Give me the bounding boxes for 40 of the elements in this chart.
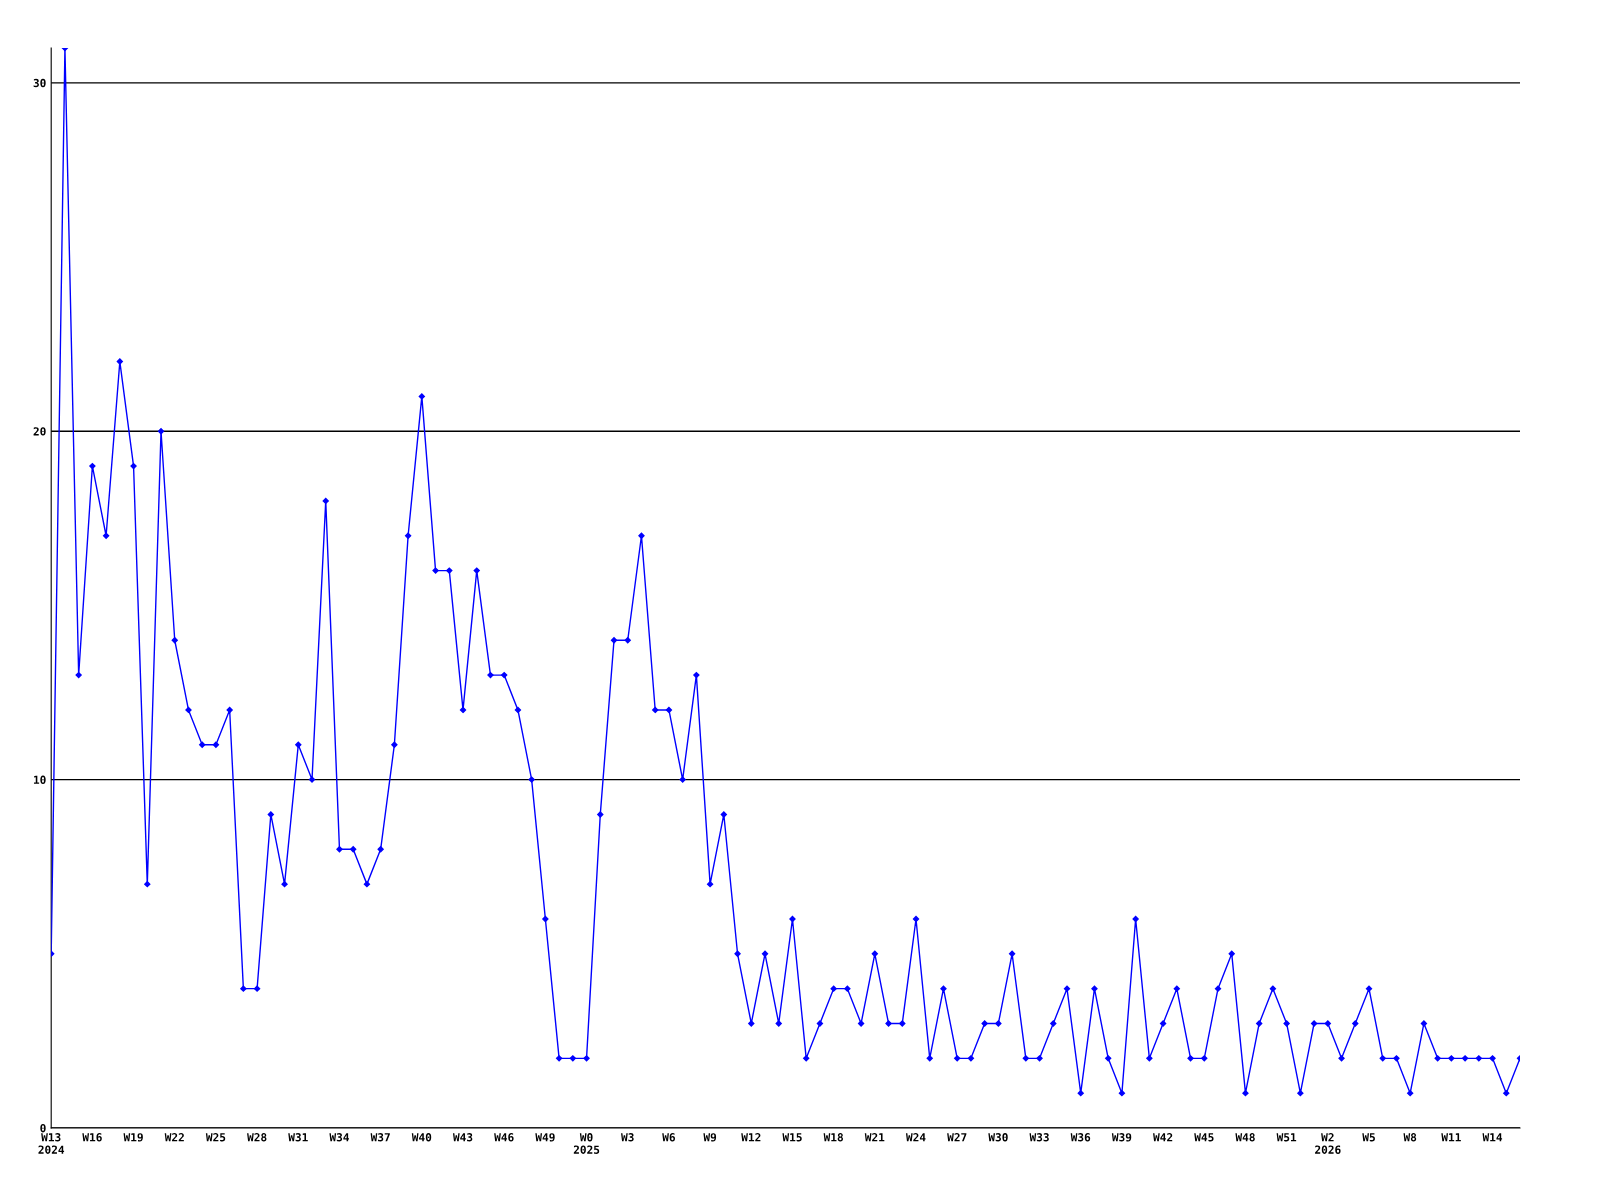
x-tick-label: W34 xyxy=(329,1133,350,1142)
x-tick-label: W24 xyxy=(905,1133,926,1142)
x-tick-label: W8 xyxy=(1403,1133,1417,1142)
x-tick-label: W3 xyxy=(621,1133,634,1142)
x-tick-label: W19 xyxy=(123,1133,143,1142)
x-tick-label: W46 xyxy=(494,1133,514,1142)
x-tick-label: W33 xyxy=(1029,1133,1049,1142)
x-tick-label: W36 xyxy=(1070,1133,1091,1142)
x-tick-label: W12 xyxy=(741,1133,761,1142)
x-tick-label: W11 xyxy=(1441,1133,1461,1142)
x-tick-label: W28 xyxy=(247,1133,267,1142)
x-tick-label: W13 2024 xyxy=(38,1133,65,1154)
x-tick-label: W2 2026 xyxy=(1315,1133,1341,1154)
x-tick-label: W16 xyxy=(82,1133,102,1142)
x-tick-label: W27 xyxy=(947,1133,967,1142)
x-tick-label: W42 xyxy=(1153,1133,1173,1142)
x-tick-label: W37 xyxy=(370,1133,390,1142)
x-tick-label: W6 xyxy=(662,1133,676,1142)
x-tick-label: W45 xyxy=(1194,1133,1214,1142)
x-tick-label: W31 xyxy=(288,1133,308,1142)
x-tick-label: W0 2025 xyxy=(573,1133,600,1154)
x-tick-label: W39 xyxy=(1111,1133,1132,1142)
x-tick-label: W14 xyxy=(1482,1133,1503,1142)
y-tick-label: 10 xyxy=(33,775,46,784)
x-tick-label: W51 xyxy=(1276,1133,1297,1142)
y-tick-label: 30 xyxy=(33,78,46,88)
x-tick-label: W5 xyxy=(1362,1133,1375,1142)
x-tick-label: W15 xyxy=(782,1133,802,1142)
x-tick-label: W40 xyxy=(411,1133,432,1142)
x-tick-label: W18 xyxy=(823,1133,843,1142)
y-tick-label: 0 xyxy=(40,1123,46,1133)
x-tick-label: W22 xyxy=(164,1133,184,1142)
x-tick-label: W30 xyxy=(988,1133,1008,1142)
x-tick-label: W49 xyxy=(535,1133,555,1142)
y-tick-label: 20 xyxy=(33,427,46,436)
x-tick-label: W43 xyxy=(452,1133,473,1142)
x-tick-label: W48 xyxy=(1235,1133,1255,1142)
x-tick-label: W25 xyxy=(205,1133,226,1142)
x-tick-label: W9 xyxy=(703,1133,717,1142)
x-tick-label: W21 xyxy=(864,1133,885,1142)
